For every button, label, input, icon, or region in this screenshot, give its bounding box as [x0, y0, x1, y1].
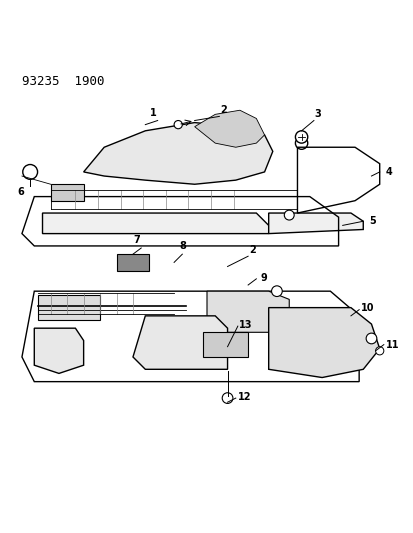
Circle shape: [284, 210, 294, 220]
FancyBboxPatch shape: [202, 332, 247, 357]
FancyBboxPatch shape: [38, 295, 100, 320]
Polygon shape: [268, 308, 379, 377]
Polygon shape: [194, 110, 264, 147]
Polygon shape: [133, 316, 227, 369]
Text: 5: 5: [368, 216, 375, 227]
Text: 11: 11: [385, 340, 399, 350]
Text: 10: 10: [360, 303, 374, 313]
Text: 7: 7: [133, 235, 140, 245]
Circle shape: [365, 333, 376, 344]
Text: 2: 2: [248, 245, 255, 255]
Polygon shape: [43, 213, 268, 233]
Polygon shape: [34, 328, 83, 374]
Text: 2: 2: [220, 105, 226, 115]
Polygon shape: [268, 213, 362, 233]
Polygon shape: [206, 291, 289, 332]
Text: 13: 13: [238, 320, 252, 330]
Text: 9: 9: [260, 273, 266, 283]
Circle shape: [222, 393, 233, 403]
FancyBboxPatch shape: [116, 254, 149, 271]
Text: 4: 4: [385, 167, 392, 177]
Text: 12: 12: [237, 392, 251, 402]
Text: 1: 1: [150, 108, 157, 118]
Text: 3: 3: [314, 109, 320, 119]
Circle shape: [23, 165, 38, 179]
Circle shape: [271, 286, 282, 296]
FancyBboxPatch shape: [51, 184, 83, 201]
Text: 8: 8: [178, 241, 185, 251]
Polygon shape: [83, 123, 272, 184]
Text: 6: 6: [17, 188, 24, 198]
Circle shape: [174, 120, 182, 129]
Circle shape: [295, 131, 307, 143]
Circle shape: [295, 137, 307, 149]
Circle shape: [375, 346, 383, 355]
Text: 93235  1900: 93235 1900: [22, 75, 104, 88]
